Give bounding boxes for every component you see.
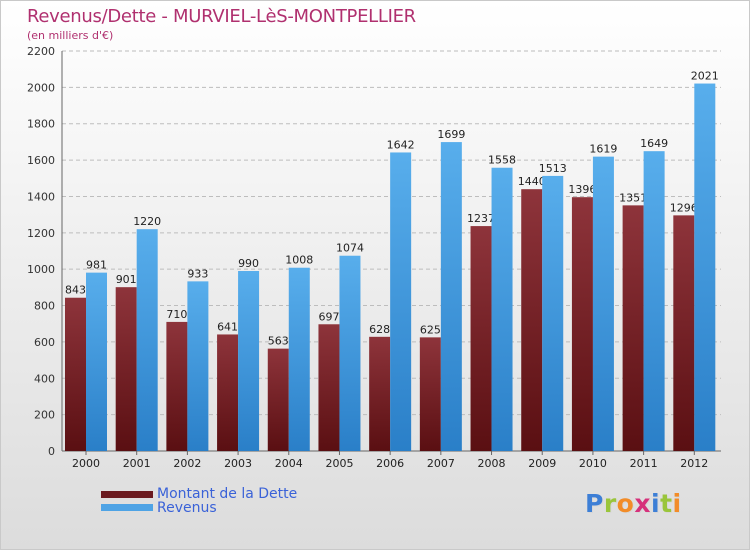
x-tick-label: 2002	[173, 457, 201, 470]
bar-dette	[369, 336, 391, 451]
legend-swatch-revenus	[101, 504, 153, 511]
data-label-revenus: 1513	[539, 162, 567, 175]
x-tick-label: 2008	[478, 457, 506, 470]
x-tick-label: 2003	[224, 457, 252, 470]
chart-title: Revenus/Dette - MURVIEL-LèS-MONTPELLIER	[27, 6, 416, 27]
y-tick-label: 1800	[27, 118, 55, 131]
bar-dette	[318, 324, 340, 451]
legend-swatch-dette	[101, 491, 153, 498]
y-tick-label: 200	[34, 409, 55, 422]
data-label-dette: 843	[65, 284, 86, 297]
data-label-revenus: 1649	[640, 137, 668, 150]
data-label-dette: 710	[166, 308, 187, 321]
bar-revenus	[542, 175, 564, 451]
logo-letter: x	[634, 489, 651, 518]
bar-revenus	[694, 83, 716, 451]
bar-dette	[571, 197, 593, 451]
data-label-dette: 1440	[518, 175, 546, 188]
proxiti-logo: Proxiti	[585, 489, 682, 518]
data-label-revenus: 1008	[285, 254, 313, 267]
x-tick-label: 2009	[528, 457, 556, 470]
bar-dette	[166, 321, 188, 451]
y-tick-label: 800	[34, 300, 55, 313]
data-label-dette: 1351	[619, 191, 647, 204]
logo-letter: i	[672, 489, 682, 518]
x-tick-label: 2010	[579, 457, 607, 470]
x-tick-label: 2011	[630, 457, 658, 470]
x-tick-label: 2004	[275, 457, 303, 470]
data-label-dette: 697	[318, 310, 339, 323]
x-tick-label: 2001	[123, 457, 151, 470]
data-label-revenus: 990	[238, 257, 259, 270]
legend-label-revenus: Revenus	[157, 500, 217, 516]
bar-revenus	[136, 229, 158, 451]
x-tick-label: 2005	[325, 457, 353, 470]
data-label-revenus: 933	[187, 267, 208, 280]
bar-dette	[622, 205, 644, 451]
x-tick-label: 2007	[427, 457, 455, 470]
data-label-revenus: 1642	[387, 138, 415, 151]
data-label-dette: 1296	[670, 201, 698, 214]
bar-revenus	[288, 267, 310, 451]
x-tick-label: 2006	[376, 457, 404, 470]
data-label-revenus: 1558	[488, 154, 516, 167]
chart-subtitle: (en milliers d'€)	[27, 29, 114, 42]
bar-dette	[470, 226, 492, 451]
bar-dette	[217, 334, 239, 451]
bar-revenus	[440, 142, 462, 451]
bar-dette	[521, 189, 543, 451]
x-tick-label: 2000	[72, 457, 100, 470]
data-label-dette: 1396	[568, 183, 596, 196]
bar-dette	[419, 337, 441, 451]
data-label-revenus: 981	[86, 259, 107, 272]
y-tick-label: 600	[34, 336, 55, 349]
data-label-dette: 563	[268, 335, 289, 348]
data-label-dette: 901	[116, 273, 137, 286]
bar-dette	[267, 348, 289, 451]
data-label-dette: 628	[369, 323, 390, 336]
data-label-dette: 641	[217, 320, 238, 333]
data-label-revenus: 1699	[437, 128, 465, 141]
bar-revenus	[187, 281, 209, 451]
y-tick-label: 1600	[27, 154, 55, 167]
y-tick-label: 1200	[27, 227, 55, 240]
y-tick-label: 2200	[27, 45, 55, 58]
bar-dette	[673, 215, 695, 451]
bar-revenus	[339, 255, 361, 451]
bar-revenus	[86, 272, 107, 451]
bar-revenus	[238, 271, 260, 451]
data-label-revenus: 1220	[133, 215, 161, 228]
legend-label-dette: Montant de la Dette	[157, 486, 298, 502]
y-tick-label: 0	[48, 445, 55, 458]
logo-letter: i	[651, 489, 661, 518]
logo-letter: t	[660, 489, 673, 518]
data-label-dette: 1237	[467, 212, 495, 225]
data-label-revenus: 1619	[589, 143, 617, 156]
bar-revenus	[390, 152, 412, 452]
bar-revenus	[491, 167, 513, 451]
data-label-revenus: 1074	[336, 242, 364, 255]
logo-letter: o	[616, 489, 635, 518]
y-tick-label: 400	[34, 372, 55, 385]
y-tick-label: 2000	[27, 81, 55, 94]
y-tick-label: 1000	[27, 263, 55, 276]
y-tick-label: 1400	[27, 190, 55, 203]
logo-letter: r	[603, 489, 617, 518]
bar-revenus	[592, 156, 614, 452]
bar-revenus	[643, 151, 665, 451]
bar-dette	[115, 287, 137, 451]
logo-letter: P	[585, 489, 604, 518]
data-label-dette: 625	[420, 323, 441, 336]
data-label-revenus: 2021	[691, 70, 719, 83]
x-tick-label: 2012	[680, 457, 708, 470]
bar-dette	[65, 297, 86, 451]
